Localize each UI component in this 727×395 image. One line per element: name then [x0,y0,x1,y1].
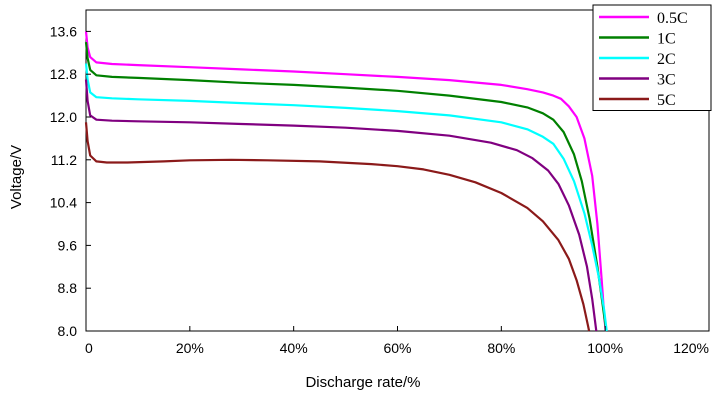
legend-label: 2C [657,51,676,68]
y-tick-label: 8.0 [58,323,78,339]
legend: 0.5C 1C 2C 3C 5C [592,4,712,111]
y-axis-ticks: 8.0 8.8 9.6 10.4 11.2 12.0 12.8 13.6 [50,23,91,339]
x-tick-label: 100% [587,340,623,356]
x-tick-label: 60% [383,340,411,356]
legend-label: 0.5C [657,10,688,27]
x-axis-ticks: 0 20% 40% 60% 80% 100% 120% [85,326,710,356]
series-line-0-5C [84,31,607,332]
legend-label: 1C [657,31,676,48]
series-line-1C [84,41,608,332]
x-tick-label: 0 [85,340,93,356]
x-tick-label: 80% [487,340,515,356]
x-tick-label: 20% [176,340,204,356]
series-layer [84,31,608,332]
series-line-2C [84,63,608,332]
y-tick-label: 12.0 [50,109,77,125]
y-tick-label: 11.2 [51,152,77,168]
y-tick-label: 12.8 [50,66,77,82]
legend-label: 3C [657,72,676,89]
y-tick-label: 13.6 [50,23,77,39]
y-tick-label: 10.4 [50,195,77,211]
legend-label: 5C [657,92,676,109]
x-axis-title: Discharge rate/% [305,374,420,391]
y-tick-label: 9.6 [58,237,78,253]
y-axis-title: Voltage/V [8,145,25,209]
series-line-3C [84,79,598,332]
x-tick-label: 120% [673,340,709,356]
y-tick-label: 8.8 [58,280,78,296]
x-tick-label: 40% [280,340,308,356]
series-line-5C [84,122,591,332]
